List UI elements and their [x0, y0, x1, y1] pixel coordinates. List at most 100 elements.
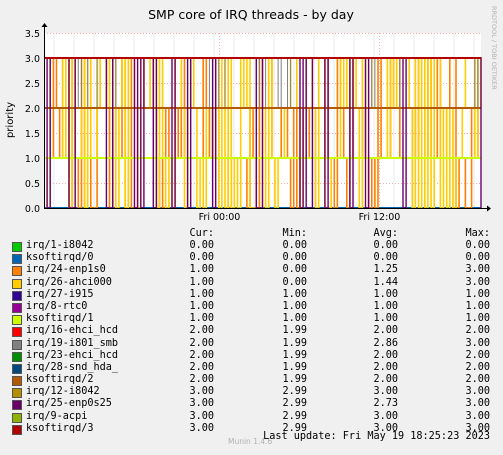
legend-series-name: irq/23-ehci_hcd: [26, 349, 119, 361]
legend-swatch: [12, 400, 22, 411]
legend-series-name: irq/16-ehci_hcd: [26, 325, 119, 337]
legend-avg-value: 1.25: [373, 264, 398, 276]
legend-swatch: [12, 302, 22, 313]
legend-swatch: [12, 363, 22, 374]
legend-avg-value: 3.00: [373, 422, 398, 434]
legend-item: ksoftirqd/2 2.00 1.99 2.00 2.00: [12, 374, 492, 387]
legend-cur-value: 3.00: [189, 410, 214, 422]
legend-cur-value: 0.00: [189, 240, 214, 251]
legend-rows: irq/1-i8042 0.00 0.00 0.00 0.00 ksoftirqd/0 0.…: [12, 240, 492, 435]
legend-cur-value: 2.00: [189, 325, 214, 337]
legend-cur-value: 2.00: [189, 361, 214, 373]
legend-cur-value: 3.00: [189, 386, 214, 398]
y-tick-label: 2.5: [25, 79, 40, 90]
legend-swatch: [12, 327, 22, 338]
legend-max-value: 3.00: [465, 276, 490, 288]
legend-item: irq/25-enp0s25 3.00 2.99 2.73 3.00: [12, 398, 492, 411]
y-axis-arrow: [41, 23, 48, 27]
legend-min-value: 1.00: [282, 288, 307, 300]
legend-cur-value: 1.00: [189, 288, 214, 300]
y-axis-label: priority: [5, 102, 16, 138]
legend-min-value: 1.99: [282, 337, 307, 349]
legend-min-value: 2.99: [282, 422, 307, 434]
legend-max-value: 2.00: [465, 325, 490, 337]
legend-min-value: 1.99: [282, 361, 307, 373]
munin-version: Munin 1.4.6: [228, 437, 273, 446]
y-tick-label: 3.5: [25, 29, 40, 40]
legend-item: ksoftirqd/1 1.00 1.00 1.00 1.00: [12, 313, 492, 326]
legend-series-name: ksoftirqd/1: [26, 313, 94, 325]
legend-item: irq/9-acpi 3.00 2.99 3.00 3.00: [12, 411, 492, 423]
legend-swatch: [12, 290, 22, 301]
legend-item: irq/8-rtc0 1.00 1.00 1.00 1.00: [12, 301, 492, 313]
legend-cur-value: 1.00: [189, 264, 214, 276]
series-layer: [44, 57, 482, 209]
legend-min-value: 0.00: [282, 276, 307, 288]
legend-cur-value: 2.00: [189, 349, 214, 361]
legend-cur-value: 1.00: [189, 313, 214, 325]
legend-item: irq/27-i915 1.00 1.00 1.00 1.00: [12, 289, 492, 301]
legend-swatch: [12, 351, 22, 362]
chart-area: SMP core of IRQ threads - by day RRDTOOL…: [5, 6, 498, 223]
legend-swatch: [12, 242, 22, 252]
legend-series-name: irq/19-i801_smb: [26, 337, 119, 349]
legend-item: irq/24-enp1s0 1.00 0.00 1.25 3.00: [12, 264, 492, 277]
legend-max-value: 1.00: [465, 313, 490, 325]
axes: 0.0 0.5 1.0 1.5 2.0 2.5 3.0 3.5 Fri 00:00 Fri 12:…: [25, 23, 491, 223]
legend-cur-value: 2.00: [189, 337, 214, 349]
x-tick-label: Fri 12:00: [359, 212, 401, 223]
legend-avg-value: 1.00: [373, 313, 398, 325]
legend-header-cur: Cur:: [189, 228, 214, 239]
legend-swatch: [12, 266, 22, 277]
legend-header: Cur: Min: Avg: Max:: [12, 228, 492, 240]
y-tick-label: 3.0: [25, 54, 40, 65]
legend-max-value: 0.00: [465, 252, 490, 264]
y-tick-label: 1.5: [25, 129, 40, 140]
legend-max-value: 3.00: [465, 386, 490, 398]
legend-min-value: 1.99: [282, 374, 307, 386]
x-tick-label: Fri 00:00: [199, 212, 241, 223]
legend-series-name: irq/25-enp0s25: [26, 398, 112, 410]
legend-series-name: irq/28-snd_hda_: [26, 361, 119, 373]
legend-item: irq/16-ehci_hcd 2.00 1.99 2.00 2.00: [12, 325, 492, 338]
legend-swatch: [12, 424, 22, 435]
legend-max-value: 2.00: [465, 349, 490, 361]
legend-item: irq/12-i8042 3.00 2.99 3.00 3.00: [12, 386, 492, 399]
legend-cur-value: 1.00: [189, 276, 214, 288]
legend-cur-value: 3.00: [189, 398, 214, 410]
chart-title: SMP core of IRQ threads - by day: [148, 7, 354, 22]
x-axis-arrow: [487, 205, 491, 212]
legend-swatch: [12, 339, 22, 350]
legend-min-value: 1.99: [282, 349, 307, 361]
legend-avg-value: 2.00: [373, 361, 398, 373]
legend-avg-value: 2.86: [373, 337, 398, 349]
legend-max-value: 3.00: [465, 410, 490, 422]
legend-series-name: irq/26-ahci000: [26, 276, 112, 288]
last-update: Last update: Fri May 19 18:25:23 2023: [263, 431, 490, 442]
legend-min-value: 0.00: [282, 240, 307, 251]
legend-cur-value: 2.00: [189, 374, 214, 386]
legend-max-value: 2.00: [465, 361, 490, 373]
legend-max-value: 2.00: [465, 374, 490, 386]
legend-series-name: irq/8-rtc0: [26, 300, 88, 312]
y-tick-label: 2.0: [25, 104, 40, 115]
legend-min-value: 1.99: [282, 325, 307, 337]
legend-series-name: irq/9-acpi: [26, 410, 88, 422]
legend-min-value: 2.99: [282, 398, 307, 410]
legend-item: irq/23-ehci_hcd 2.00 1.99 2.00 2.00: [12, 350, 492, 362]
legend-item: irq/1-i8042 0.00 0.00 0.00 0.00: [12, 240, 492, 252]
legend-max-value: 3.00: [465, 337, 490, 349]
legend-min-value: 0.00: [282, 264, 307, 276]
legend-header-max: Max:: [465, 228, 490, 239]
legend-avg-value: 0.00: [373, 252, 398, 264]
legend-max-value: 1.00: [465, 288, 490, 300]
legend-swatch: [12, 315, 22, 326]
legend-swatch: [12, 412, 22, 423]
legend-avg-value: 2.73: [373, 398, 398, 410]
legend-swatch: [12, 254, 22, 265]
legend-item: irq/19-i801_smb 2.00 1.99 2.86 3.00: [12, 338, 492, 350]
y-tick-label: 1.0: [25, 154, 40, 165]
legend-max-value: 3.00: [465, 398, 490, 410]
legend-avg-value: 0.00: [373, 240, 398, 251]
legend-series-name: irq/24-enp1s0: [26, 264, 106, 276]
